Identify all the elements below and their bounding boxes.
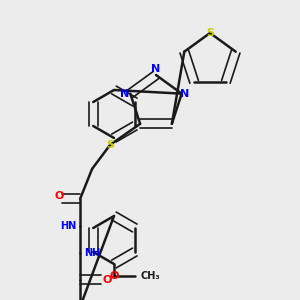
Text: NH: NH [84, 248, 100, 258]
Text: O: O [54, 191, 64, 201]
Text: HN: HN [60, 221, 76, 231]
Text: N: N [152, 64, 160, 74]
Text: N: N [180, 89, 189, 99]
Text: S: S [206, 28, 214, 38]
Text: CH₃: CH₃ [140, 271, 160, 281]
Text: S: S [106, 140, 114, 150]
Text: N: N [120, 89, 129, 99]
Text: O: O [102, 275, 112, 285]
Text: O: O [109, 271, 119, 281]
